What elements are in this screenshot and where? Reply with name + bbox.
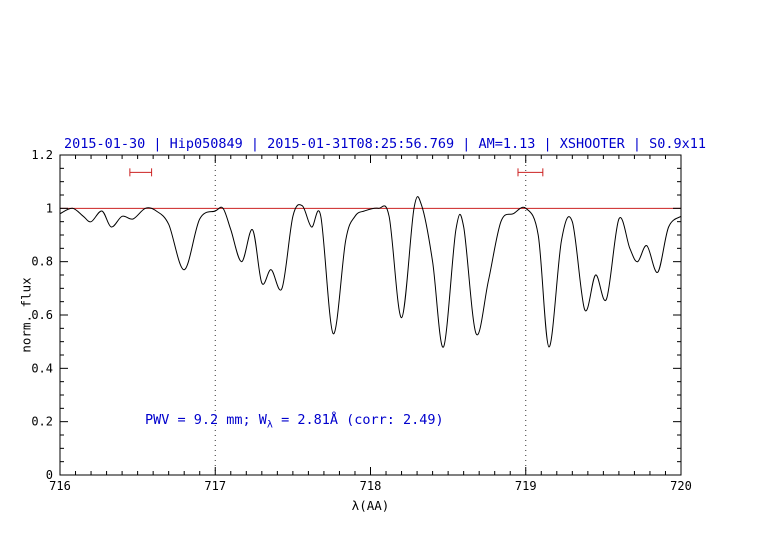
x-tick-label: 716 (49, 479, 71, 493)
pwv-annotation: PWV = 9.2 mm; Wλ = 2.81Å (corr: 2.49) (145, 412, 444, 431)
y-tick-label: 0.8 (31, 255, 53, 269)
y-tick-label: 0.2 (31, 415, 53, 429)
x-tick-label: 718 (360, 479, 382, 493)
x-axis-label: λ(AA) (351, 498, 390, 513)
y-tick-label: 0.4 (31, 361, 53, 375)
x-tick-label: 717 (204, 479, 226, 493)
plot-title: 2015-01-30 | Hip050849 | 2015-01-31T08:2… (63, 136, 707, 152)
x-tick-label: 719 (515, 479, 537, 493)
y-tick-label: 1 (46, 201, 53, 215)
annotation-lambda-subscript: λ (266, 419, 273, 431)
spectrum-line (59, 196, 682, 348)
annotation-suffix: = 2.81Å (corr: 2.49) (272, 412, 444, 428)
annotation-prefix: PWV = 9.2 mm; W (145, 412, 267, 428)
y-tick-label: 1.2 (31, 148, 53, 162)
y-tick-label: 0 (46, 468, 53, 482)
y-tick-label: 0.6 (31, 308, 53, 322)
x-tick-label: 720 (670, 479, 692, 493)
